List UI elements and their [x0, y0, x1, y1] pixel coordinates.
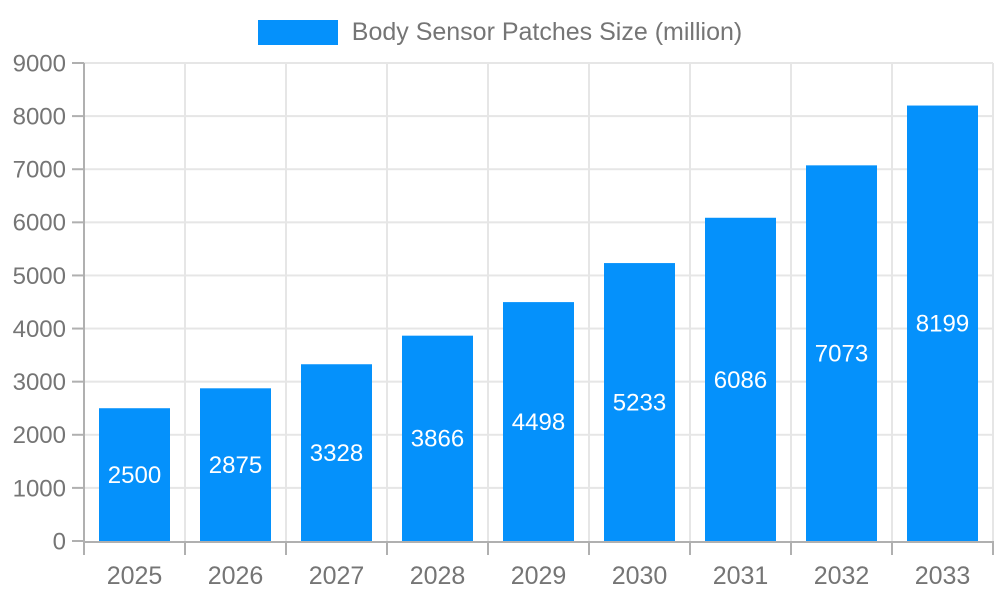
- x-tick-label: 2026: [208, 562, 264, 590]
- bar-value-label: 2875: [209, 452, 262, 479]
- y-axis-line: [83, 63, 85, 541]
- gridline-h: [84, 168, 993, 171]
- bar-value-label: 5233: [613, 389, 666, 416]
- bar-2027[interactable]: [301, 364, 372, 541]
- y-tick-label: 7000: [13, 157, 66, 184]
- gridline-v: [285, 63, 287, 541]
- x-tick-mark: [689, 543, 691, 555]
- y-tick-label: 0: [53, 528, 66, 555]
- gridline-v: [487, 63, 489, 541]
- gridline-v: [184, 63, 186, 541]
- x-tick-mark: [891, 543, 893, 555]
- x-tick-mark: [184, 543, 186, 555]
- y-tick-label: 9000: [13, 50, 66, 77]
- y-tick-label: 8000: [13, 104, 66, 131]
- x-tick-label: 2027: [309, 562, 365, 590]
- x-tick-mark: [386, 543, 388, 555]
- y-tick-mark: [72, 168, 84, 171]
- x-tick-label: 2025: [107, 562, 163, 590]
- x-tick-mark: [790, 543, 792, 555]
- bar-2030[interactable]: [604, 263, 675, 541]
- bar-value-label: 8199: [916, 311, 969, 338]
- y-tick-mark: [72, 274, 84, 277]
- gridline-v: [891, 63, 893, 541]
- gridline-v: [588, 63, 590, 541]
- y-tick-mark: [72, 433, 84, 436]
- y-tick-mark: [72, 327, 84, 330]
- bar-2031[interactable]: [705, 217, 776, 541]
- y-tick-mark: [72, 62, 84, 64]
- bar-value-label: 2500: [108, 462, 161, 489]
- x-tick-mark: [83, 543, 85, 555]
- bar-value-label: 6086: [714, 367, 767, 394]
- y-tick-label: 2000: [13, 422, 66, 449]
- y-tick-mark: [72, 221, 84, 224]
- bar-2032[interactable]: [806, 165, 877, 542]
- bar-value-label: 7073: [815, 341, 868, 368]
- gridline-v: [689, 63, 691, 541]
- y-tick-mark: [72, 540, 84, 542]
- legend-swatch: [257, 20, 338, 45]
- x-tick-label: 2032: [814, 562, 870, 590]
- gridline-h: [84, 62, 993, 64]
- bar-value-label: 3328: [310, 440, 363, 467]
- x-tick-mark: [285, 543, 287, 555]
- y-tick-mark: [72, 115, 84, 118]
- x-tick-label: 2031: [713, 562, 769, 590]
- gridline-h: [84, 115, 993, 118]
- gridline-v: [386, 63, 388, 541]
- y-tick-label: 4000: [13, 316, 66, 343]
- y-tick-label: 6000: [13, 210, 66, 237]
- bar-2026[interactable]: [200, 388, 271, 541]
- bar-2025[interactable]: [99, 408, 170, 541]
- gridline-h: [84, 221, 993, 224]
- legend-label: Body Sensor Patches Size (million): [351, 18, 743, 46]
- y-tick-label: 3000: [13, 369, 66, 396]
- x-tick-mark: [487, 543, 489, 555]
- gridline-v: [992, 63, 994, 541]
- legend: Body Sensor Patches Size (million): [0, 18, 1000, 47]
- x-axis-line: [83, 541, 994, 543]
- x-tick-mark: [588, 543, 590, 555]
- x-tick-label: 2033: [915, 562, 971, 590]
- y-tick-label: 5000: [13, 263, 66, 290]
- gridline-v: [790, 63, 792, 541]
- bar-2033[interactable]: [907, 105, 978, 542]
- x-tick-label: 2030: [612, 562, 668, 590]
- x-tick-mark: [992, 543, 994, 555]
- gridline-h: [84, 274, 993, 277]
- bar-2028[interactable]: [402, 335, 473, 541]
- legend-item[interactable]: Body Sensor Patches Size (million): [257, 18, 743, 47]
- bar-value-label: 3866: [411, 426, 464, 453]
- y-tick-mark: [72, 380, 84, 383]
- bar-value-label: 4498: [512, 409, 565, 436]
- x-tick-label: 2028: [410, 562, 466, 590]
- bar-2029[interactable]: [503, 302, 574, 541]
- y-tick-mark: [72, 486, 84, 489]
- x-tick-label: 2029: [511, 562, 567, 590]
- y-tick-label: 1000: [13, 475, 66, 502]
